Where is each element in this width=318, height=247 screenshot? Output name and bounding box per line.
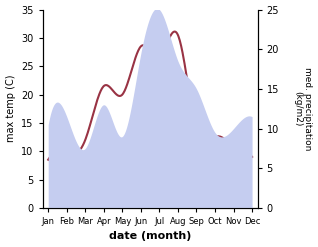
X-axis label: date (month): date (month) [109,231,191,242]
Y-axis label: max temp (C): max temp (C) [5,75,16,143]
Y-axis label: med. precipitation
(kg/m2): med. precipitation (kg/m2) [293,67,313,150]
